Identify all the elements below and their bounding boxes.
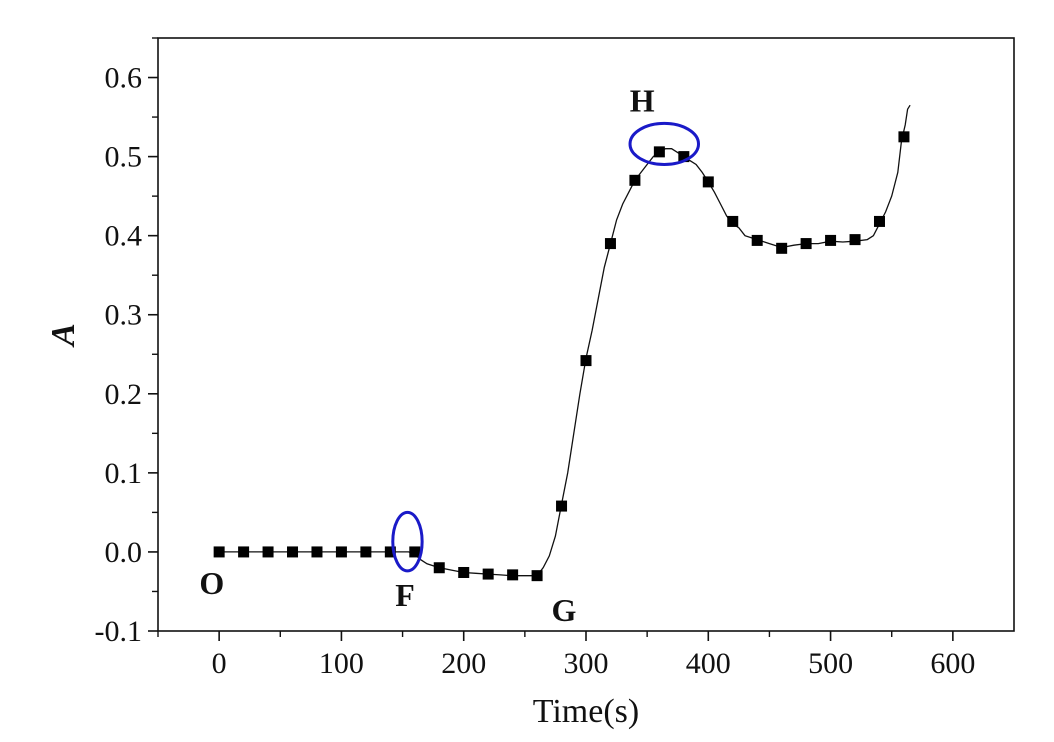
data-point <box>678 151 690 163</box>
y-tick-label: 0.4 <box>105 220 143 253</box>
x-axis-title: Time(s) <box>533 693 639 730</box>
x-tick-label: 200 <box>441 647 486 680</box>
data-point <box>458 566 470 578</box>
highlight-ellipse <box>628 121 701 167</box>
data-point <box>311 546 323 558</box>
data-point <box>507 569 519 581</box>
data-point <box>776 242 788 254</box>
data-point <box>335 546 347 558</box>
y-tick-label: 0.6 <box>105 62 143 95</box>
x-axis: 0 100 200 300 400 500 600 <box>157 631 975 680</box>
data-point <box>238 546 250 558</box>
data-point <box>287 546 299 558</box>
data-point <box>409 546 421 558</box>
data-point <box>580 355 592 367</box>
data-point <box>262 546 274 558</box>
plot-frame <box>157 37 1015 632</box>
x-tick-label: 0 <box>212 647 227 680</box>
data-point <box>213 546 225 558</box>
x-tick-label: 400 <box>686 647 731 680</box>
data-point <box>556 500 568 512</box>
data-point <box>825 234 837 246</box>
data-point <box>653 146 665 158</box>
data-point <box>360 546 372 558</box>
data-point <box>800 238 812 250</box>
series-markers <box>213 131 910 582</box>
y-tick-label: 0.3 <box>105 299 143 332</box>
axes-frame <box>157 37 1015 632</box>
point-label-o: O <box>199 565 224 601</box>
data-point <box>531 570 543 582</box>
y-tick-label: 0.0 <box>105 536 143 569</box>
highlight-ellipse <box>391 510 424 573</box>
data-point <box>898 131 910 143</box>
y-tick-label: 0.5 <box>105 141 143 174</box>
data-point <box>433 562 445 574</box>
y-axis: -0.1 0.0 0.1 0.2 0.3 0.4 0.5 0.6 <box>95 37 158 648</box>
data-point <box>849 234 861 246</box>
point-label-h: H <box>630 83 655 119</box>
data-point <box>702 176 714 188</box>
highlight-ellipses <box>391 121 701 573</box>
y-tick-label: 0.1 <box>105 457 143 490</box>
data-point <box>751 234 763 246</box>
data-point <box>604 238 616 250</box>
data-point <box>873 215 885 227</box>
data-point <box>384 546 396 558</box>
y-axis-title: A <box>45 323 82 348</box>
data-point <box>482 568 494 580</box>
data-point <box>629 174 641 186</box>
point-label-g: G <box>552 592 577 628</box>
x-tick-label: 100 <box>319 647 364 680</box>
x-tick-label: 300 <box>564 647 609 680</box>
point-annotations: O F G H <box>199 83 654 628</box>
x-tick-label: 600 <box>930 647 975 680</box>
y-tick-label: 0.2 <box>105 378 143 411</box>
x-tick-label: 500 <box>808 647 853 680</box>
point-label-f: F <box>395 577 415 613</box>
data-point <box>727 215 739 227</box>
y-tick-label: -0.1 <box>95 615 143 648</box>
